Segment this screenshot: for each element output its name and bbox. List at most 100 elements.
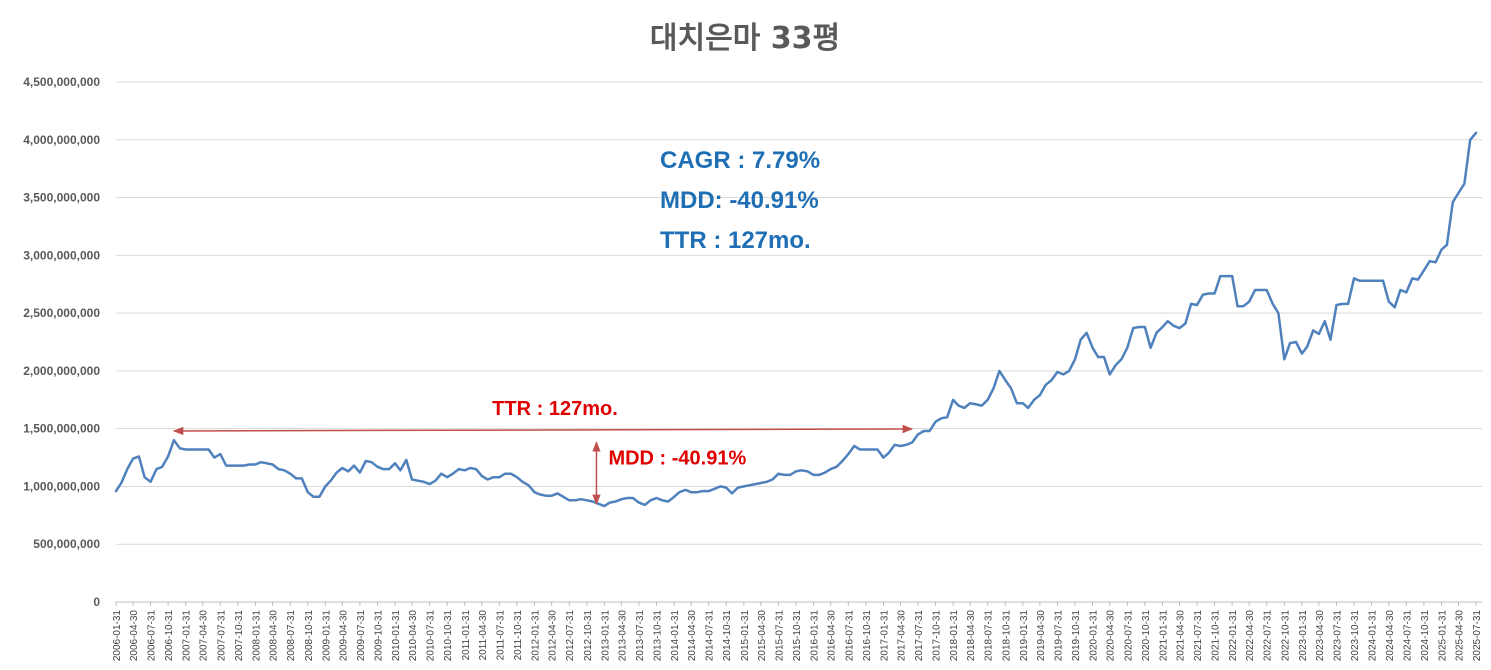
x-tick-label: 2022-10-31: [1280, 610, 1291, 662]
x-tick-label: 2010-10-31: [443, 610, 454, 662]
x-tick-label: 2020-04-30: [1106, 610, 1117, 662]
x-tick-label: 2023-07-31: [1332, 610, 1343, 662]
x-tick-label: 2025-07-31: [1472, 610, 1483, 662]
series-line: [114, 131, 1478, 508]
x-tick-label: 2006-01-31: [112, 610, 123, 662]
x-tick-label: 2007-10-31: [234, 610, 245, 662]
x-tick-label: 2012-01-31: [530, 610, 541, 662]
x-tick-label: 2018-04-30: [966, 610, 977, 662]
ttr-arrow: [172, 424, 914, 436]
x-tick-label: 2017-01-31: [879, 610, 890, 662]
y-tick-label: 2,000,000,000: [23, 364, 100, 378]
x-tick-label: 2024-07-31: [1402, 610, 1413, 662]
x-tick-label: 2008-07-31: [286, 610, 297, 662]
x-tick-label: 2016-04-30: [827, 610, 838, 662]
x-tick-label: 2020-01-31: [1089, 610, 1100, 662]
x-tick-label: 2021-10-31: [1211, 610, 1222, 662]
x-tick-label: 2018-07-31: [984, 610, 995, 662]
x-tick-label: 2008-10-31: [304, 610, 315, 662]
x-tick-label: 2020-07-31: [1123, 610, 1134, 662]
x-tick-label: 2025-01-31: [1438, 610, 1449, 662]
x-tick-label: 2024-04-30: [1385, 610, 1396, 662]
x-tick-label: 2012-04-30: [548, 610, 559, 662]
x-tick-label: 2015-04-30: [757, 610, 768, 662]
x-tick-label: 2012-10-31: [583, 610, 594, 662]
x-tick-label: 2022-07-31: [1263, 610, 1274, 662]
mdd-label: MDD : -40.91%: [608, 447, 746, 469]
x-tick-label: 2009-10-31: [373, 610, 384, 662]
x-tick-label: 2023-10-31: [1350, 610, 1361, 662]
x-tick-label: 2009-01-31: [321, 610, 332, 662]
x-tick-label: 2009-07-31: [356, 610, 367, 662]
stat-line: TTR : 127mo.: [660, 227, 811, 254]
x-tick-label: 2014-10-31: [722, 610, 733, 662]
x-tick-label: 2017-04-30: [896, 610, 907, 662]
x-tick-label: 2013-01-31: [600, 610, 611, 662]
x-tick-label: 2008-04-30: [269, 610, 280, 662]
stat-line: CAGR : 7.79%: [660, 147, 820, 174]
x-tick-label: 2020-10-31: [1141, 610, 1152, 662]
x-tick-label: 2022-01-31: [1228, 610, 1239, 662]
y-axis: 0 500,000,000 1,000,000,000 1,500,000,000 2,…: [23, 75, 100, 609]
x-tick-label: 2016-01-31: [810, 610, 821, 662]
y-tick-label: 4,000,000,000: [23, 133, 100, 147]
x-tick-label: 2024-10-31: [1420, 610, 1431, 662]
y-tick-label: 1,000,000,000: [23, 479, 100, 493]
ttr-label: TTR : 127mo.: [492, 398, 618, 420]
x-tick-label: 2019-04-30: [1036, 610, 1047, 662]
x-tick-label: 2006-07-31: [147, 610, 158, 662]
x-tick-label: 2023-01-31: [1298, 610, 1309, 662]
x-tick-label: 2023-04-30: [1315, 610, 1326, 662]
x-tick-label: 2010-07-31: [426, 610, 437, 662]
x-tick-label: 2009-04-30: [338, 610, 349, 662]
y-tick-label: 2,500,000,000: [23, 306, 100, 320]
y-tick-label: 0: [93, 595, 100, 609]
stat-line: MDD: -40.91%: [660, 187, 819, 214]
y-tick-label: 500,000,000: [33, 537, 100, 551]
x-tick-label: 2008-01-31: [251, 610, 262, 662]
x-tick-label: 2015-10-31: [792, 610, 803, 662]
y-tick-label: 3,500,000,000: [23, 191, 100, 205]
x-tick-label: 2011-07-31: [495, 610, 506, 661]
x-tick-label: 2012-07-31: [565, 610, 576, 662]
x-axis: 2006-01-31 2006-04-30 2006-07-31 2006-10-31…: [112, 602, 1483, 661]
y-tick-label: 4,500,000,000: [23, 75, 100, 89]
x-tick-label: 2019-07-31: [1053, 610, 1064, 662]
x-tick-label: 2024-01-31: [1368, 610, 1379, 662]
stats-box: CAGR : 7.79% MDD: -40.91% TTR : 127mo.: [660, 147, 820, 254]
x-tick-label: 2013-04-30: [617, 610, 628, 662]
x-tick-label: 2015-07-31: [774, 610, 785, 662]
x-tick-label: 2016-07-31: [844, 610, 855, 662]
x-tick-label: 2011-10-31: [513, 610, 524, 661]
x-tick-label: 2013-10-31: [653, 610, 664, 662]
x-tick-label: 2011-01-31: [461, 610, 472, 661]
x-tick-label: 2015-01-31: [740, 610, 751, 662]
x-tick-label: 2021-07-31: [1193, 610, 1204, 662]
x-tick-label: 2007-04-30: [199, 610, 210, 662]
y-tick-label: 1,500,000,000: [23, 422, 100, 436]
x-tick-label: 2018-01-31: [949, 610, 960, 662]
x-tick-label: 2006-04-30: [129, 610, 140, 662]
x-tick-label: 2017-07-31: [914, 610, 925, 662]
x-tick-label: 2019-01-31: [1019, 610, 1030, 662]
y-tick-label: 3,000,000,000: [23, 248, 100, 262]
x-tick-label: 2025-04-30: [1455, 610, 1466, 662]
x-tick-label: 2014-04-30: [687, 610, 698, 662]
x-tick-label: 2014-01-31: [670, 610, 681, 662]
x-tick-label: 2010-04-30: [408, 610, 419, 662]
x-tick-label: 2021-01-31: [1158, 610, 1169, 662]
x-tick-label: 2016-10-31: [862, 610, 873, 662]
x-tick-label: 2014-07-31: [705, 610, 716, 662]
x-tick-label: 2021-04-30: [1175, 610, 1186, 662]
x-tick-label: 2010-01-31: [391, 610, 402, 662]
x-tick-label: 2007-07-31: [216, 610, 227, 662]
x-tick-label: 2017-10-31: [932, 610, 943, 662]
x-tick-label: 2011-04-30: [478, 610, 489, 661]
x-tick-label: 2006-10-31: [164, 610, 175, 662]
x-tick-label: 2019-10-31: [1071, 610, 1082, 662]
x-tick-label: 2007-01-31: [182, 610, 193, 662]
x-tick-label: 2022-04-30: [1245, 610, 1256, 662]
chart-title: 대치은마 33평: [650, 21, 840, 56]
series-group: [114, 131, 1478, 508]
